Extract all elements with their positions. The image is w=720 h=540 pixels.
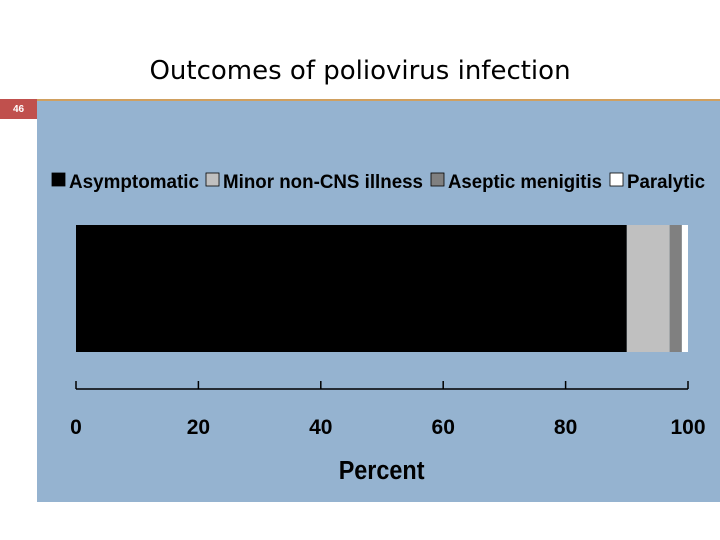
x-tick-label: 100 — [670, 416, 705, 439]
legend-swatch-3 — [609, 172, 624, 187]
legend-swatch-2 — [430, 172, 445, 187]
header-rule — [0, 99, 720, 101]
x-tick-label: 80 — [554, 416, 577, 439]
legend-swatch-1 — [205, 172, 220, 187]
bar-segment-asymptomatic — [76, 225, 627, 352]
x-tick-label: 40 — [309, 416, 332, 439]
x-axis-title: Percent — [339, 457, 425, 485]
bar-segment-aseptic-menigitis — [669, 225, 682, 352]
legend-swatch-0 — [51, 172, 66, 187]
x-tick-label: 0 — [70, 416, 82, 439]
legend-label-1: Minor non-CNS illness — [223, 172, 423, 193]
x-tick-label: 60 — [432, 416, 455, 439]
chart-legend: Asymptomatic Minor non-CNS illness Aseptic… — [51, 172, 705, 193]
bar-segment-minor-non-cns-illness — [626, 225, 670, 352]
x-axis: 0 20 40 60 80 100 — [70, 381, 706, 439]
legend-label-0: Asymptomatic — [69, 172, 199, 193]
x-tick-label: 20 — [187, 416, 210, 439]
legend-label-2: Aseptic menigitis — [448, 172, 602, 193]
bar-segment-paralytic — [681, 225, 688, 352]
slide-title: Outcomes of poliovirus infection — [149, 56, 571, 86]
page-number-badge: 46 — [0, 99, 37, 119]
legend-label-3: Paralytic — [627, 172, 705, 193]
bar-segments — [76, 225, 688, 352]
